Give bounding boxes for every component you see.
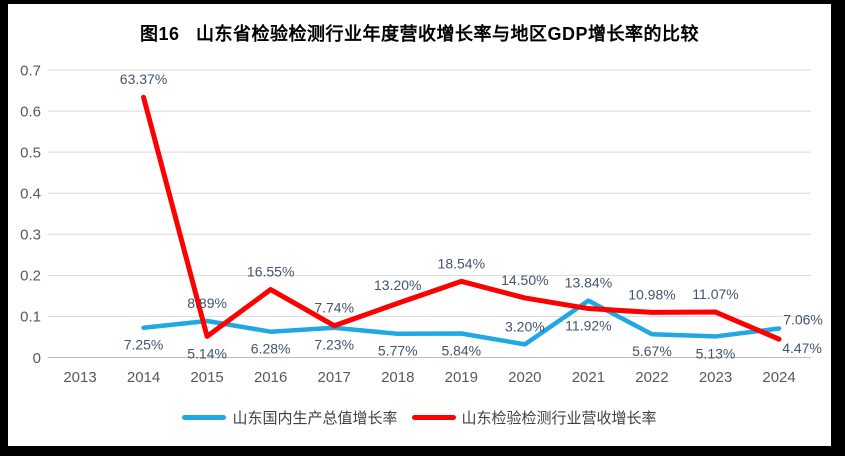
data-point-label: 18.54% (438, 255, 485, 271)
y-tick-label: 0 (33, 350, 41, 367)
x-tick-label: 2014 (127, 369, 160, 386)
x-tick-label: 2019 (445, 369, 478, 386)
data-point-label: 7.06% (783, 311, 823, 327)
x-tick-label: 2021 (572, 369, 605, 386)
x-tick-label: 2015 (190, 369, 223, 386)
data-point-label: 5.84% (441, 342, 481, 358)
x-tick-label: 2017 (318, 369, 351, 386)
data-point-label: 8.89% (187, 295, 227, 311)
x-tick-label: 2018 (381, 369, 414, 386)
chart-panel (8, 4, 831, 446)
y-tick-label: 0.1 (20, 309, 41, 326)
x-tick-label: 2020 (508, 369, 541, 386)
x-tick-label: 2022 (635, 369, 668, 386)
gdp-growth-line (141, 298, 782, 347)
x-tick-label: 2024 (762, 369, 795, 386)
revenue-line-swatch (411, 414, 456, 420)
data-point-label: 3.20% (505, 318, 545, 334)
y-tick-label: 0.7 (20, 62, 41, 79)
legend-label-revenue: 山东检验检测行业营收增长率 (461, 409, 657, 427)
legend-item-revenue: 山东检验检测行业营收增长率 (411, 407, 657, 428)
legend-label-gdp: 山东国内生产总值增长率 (232, 409, 398, 427)
data-point-label: 5.13% (696, 345, 736, 361)
data-point-label: 11.92% (565, 317, 611, 333)
data-point-label: 10.98% (628, 286, 675, 302)
data-point-label: 11.07% (692, 286, 738, 302)
data-point-label: 5.14% (187, 345, 227, 361)
gdp-line-swatch (182, 414, 227, 420)
y-tick-label: 0.5 (20, 144, 41, 161)
data-point-label: 63.37% (120, 71, 167, 87)
y-tick-label: 0.2 (20, 268, 41, 285)
data-point-label: 7.74% (314, 300, 354, 316)
data-point-label: 6.28% (251, 341, 291, 357)
chart-legend: 山东国内生产总值增长率 山东检验检测行业营收增长率 (8, 404, 831, 430)
revenue-growth-line (141, 94, 782, 342)
y-tick-label: 0.3 (20, 227, 41, 244)
data-point-label: 16.55% (247, 263, 294, 279)
data-point-label: 4.47% (782, 340, 822, 356)
legend-item-gdp: 山东国内生产总值增长率 (182, 407, 398, 428)
y-tick-label: 0.4 (20, 185, 41, 202)
data-point-label: 13.84% (565, 275, 612, 291)
data-point-label: 7.25% (124, 337, 164, 353)
y-tick-label: 0.6 (20, 103, 41, 120)
x-tick-label: 2016 (254, 369, 287, 386)
data-point-label: 13.20% (374, 277, 421, 293)
data-point-label: 5.67% (632, 343, 672, 359)
data-point-label: 14.50% (501, 272, 548, 288)
data-point-label: 5.77% (378, 343, 418, 359)
chart-title: 图16 山东省检验检测行业年度营收增长率与地区GDP增长率的比较 (139, 24, 700, 44)
x-tick-label: 2023 (699, 369, 732, 386)
data-point-label: 7.23% (314, 337, 354, 353)
x-tick-label: 2013 (63, 369, 96, 386)
